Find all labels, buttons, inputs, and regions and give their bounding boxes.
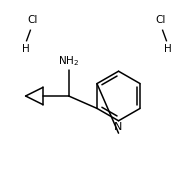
Text: H: H bbox=[22, 44, 30, 54]
Text: NH$_2$: NH$_2$ bbox=[58, 55, 79, 68]
Text: Cl: Cl bbox=[27, 16, 37, 26]
Text: H: H bbox=[163, 44, 171, 54]
Text: Cl: Cl bbox=[156, 16, 166, 26]
Text: N: N bbox=[114, 122, 123, 132]
